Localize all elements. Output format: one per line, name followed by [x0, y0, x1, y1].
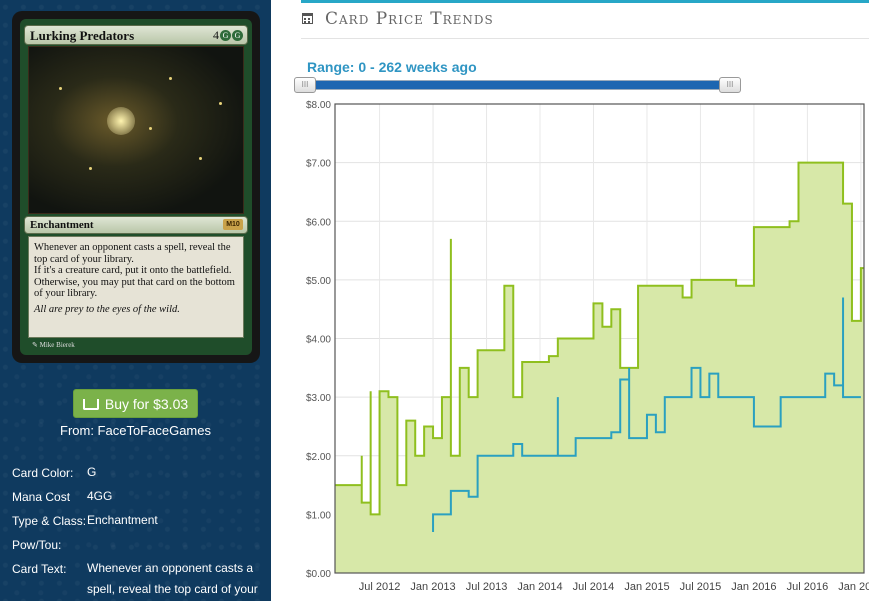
- info-value: Enchantment: [87, 513, 158, 527]
- info-value: 4GG: [87, 489, 113, 503]
- seller-text: From: FaceToFaceGames: [60, 423, 211, 438]
- y-tick-label: $7.00: [306, 159, 331, 170]
- firefly: [219, 102, 222, 105]
- paper-price-line: [335, 161, 864, 516]
- price-chart: $0.00 $1.00 $2.00 $3.00 $4.00 $5.00 $6.00 $7.00…: [301, 98, 869, 601]
- card-type-line: Enchantment: [30, 219, 94, 231]
- lantern-glow: [107, 107, 135, 135]
- range-slider-start-handle[interactable]: III: [294, 77, 316, 93]
- x-tick-label: Jan 2015: [624, 581, 669, 593]
- info-label: Mana Cost: [12, 490, 71, 504]
- range-slider-end-handle[interactable]: III: [719, 77, 741, 93]
- rules-text: Whenever an opponent casts a spell, reve…: [34, 242, 231, 265]
- card-text-box: Whenever an opponent casts a spell, reve…: [28, 236, 244, 338]
- y-tick-label: $8.00: [306, 100, 331, 111]
- y-tick-label: $0.00: [306, 569, 331, 580]
- info-label: Type & Class:: [12, 514, 87, 528]
- y-tick-label: $1.00: [306, 510, 331, 521]
- x-tick-label: Jul 2016: [787, 581, 829, 593]
- y-tick-label: $3.00: [306, 393, 331, 404]
- firefly: [169, 77, 172, 80]
- x-tick-label: Jan 2016: [731, 581, 776, 593]
- calendar-icon: [302, 13, 313, 24]
- x-tick-label: Jul 2012: [359, 581, 401, 593]
- foil-price-line: [432, 297, 861, 532]
- firefly: [89, 167, 92, 170]
- page-title: Card Price Trends: [325, 9, 494, 29]
- card-name: Lurking Predators: [30, 28, 135, 43]
- x-tick-label: Jul 2015: [680, 581, 722, 593]
- x-tick-label: Jul 2013: [466, 581, 508, 593]
- range-slider-track[interactable]: [295, 80, 741, 90]
- cart-icon: [82, 399, 99, 410]
- rules-text: If it's a creature card, put it onto the…: [34, 265, 235, 299]
- x-tick-label: Jan 2014: [517, 581, 562, 593]
- green-mana-icon: G: [232, 30, 243, 41]
- info-label: Pow/Tou:: [12, 538, 62, 552]
- flavor-text: All are prey to the eyes of the wild.: [34, 303, 180, 315]
- range-label: Range: 0 - 262 weeks ago: [307, 59, 477, 75]
- firefly: [149, 127, 152, 130]
- card-type-bar: Enchantment M10: [24, 216, 248, 234]
- firefly: [199, 157, 202, 160]
- info-label: Card Text:: [12, 562, 67, 576]
- info-value: G: [87, 465, 97, 479]
- x-tick-label: Jan 2013: [410, 581, 455, 593]
- x-tick-label: Jan 2017: [838, 581, 869, 593]
- accent-bar: [301, 0, 869, 3]
- firefly: [59, 87, 62, 90]
- x-tick-label: Jul 2014: [573, 581, 615, 593]
- series-area-fill: [335, 162, 864, 573]
- plot-border: [334, 103, 865, 574]
- buy-button[interactable]: Buy for $3.03: [73, 389, 198, 418]
- info-value: Whenever an opponent casts a spell, reve…: [87, 561, 258, 596]
- buy-button-label: Buy for $3.03: [104, 396, 189, 412]
- y-tick-label: $2.00: [306, 452, 331, 463]
- y-tick-label: $6.00: [306, 217, 331, 228]
- generic-mana: 4: [213, 28, 219, 42]
- green-mana-icon: G: [220, 30, 231, 41]
- info-label: Card Color:: [12, 466, 74, 480]
- card-artwork: [28, 46, 244, 214]
- y-tick-label: $4.00: [306, 335, 331, 346]
- y-tick-label: $5.00: [306, 276, 331, 287]
- set-symbol-icon: M10: [223, 219, 243, 230]
- divider: [301, 38, 869, 39]
- artist-credit: ✎ Mike Bierek: [32, 341, 75, 349]
- price-chart-svg: $0.00 $1.00 $2.00 $3.00 $4.00 $5.00 $6.00 $7.00…: [306, 100, 869, 593]
